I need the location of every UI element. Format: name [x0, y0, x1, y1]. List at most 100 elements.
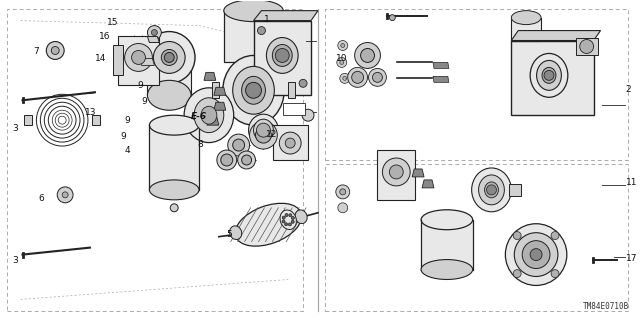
- Ellipse shape: [280, 210, 296, 229]
- Circle shape: [389, 15, 396, 20]
- Polygon shape: [378, 150, 415, 200]
- Circle shape: [132, 51, 145, 64]
- Polygon shape: [147, 36, 159, 43]
- Circle shape: [291, 217, 294, 220]
- Ellipse shape: [472, 168, 511, 212]
- Ellipse shape: [201, 106, 217, 124]
- Polygon shape: [433, 62, 449, 68]
- Ellipse shape: [230, 226, 242, 240]
- Circle shape: [352, 71, 364, 83]
- Text: 5: 5: [226, 230, 232, 239]
- Circle shape: [217, 150, 237, 170]
- Circle shape: [242, 155, 252, 165]
- Text: 3: 3: [12, 256, 18, 265]
- Circle shape: [250, 121, 277, 149]
- Circle shape: [580, 40, 594, 53]
- Ellipse shape: [184, 88, 234, 143]
- Circle shape: [355, 43, 380, 68]
- Bar: [6, 9, 303, 311]
- Circle shape: [522, 241, 550, 268]
- Ellipse shape: [536, 60, 561, 90]
- Circle shape: [282, 220, 285, 223]
- Ellipse shape: [223, 55, 284, 125]
- Ellipse shape: [273, 44, 292, 67]
- Ellipse shape: [233, 67, 275, 114]
- Ellipse shape: [506, 224, 567, 285]
- Circle shape: [340, 44, 345, 47]
- Polygon shape: [253, 20, 311, 95]
- Polygon shape: [204, 72, 216, 80]
- Text: 4: 4: [124, 146, 130, 155]
- Polygon shape: [412, 169, 424, 177]
- Circle shape: [275, 49, 289, 62]
- Ellipse shape: [149, 115, 199, 135]
- Circle shape: [228, 134, 250, 156]
- Bar: [325, 164, 628, 311]
- Circle shape: [257, 27, 266, 35]
- Circle shape: [233, 139, 244, 151]
- Text: 6: 6: [39, 194, 45, 203]
- Circle shape: [338, 41, 348, 51]
- Text: TM84E0710B: TM84E0710B: [582, 302, 629, 311]
- Ellipse shape: [421, 210, 473, 230]
- Polygon shape: [511, 31, 600, 41]
- Circle shape: [348, 68, 367, 87]
- Circle shape: [343, 76, 347, 80]
- Polygon shape: [224, 11, 284, 62]
- Ellipse shape: [421, 260, 473, 279]
- Circle shape: [257, 123, 270, 137]
- Circle shape: [289, 223, 291, 226]
- Circle shape: [530, 249, 542, 260]
- Circle shape: [369, 68, 387, 86]
- Circle shape: [285, 213, 288, 217]
- Circle shape: [551, 270, 559, 277]
- Circle shape: [336, 185, 349, 199]
- Circle shape: [125, 44, 152, 71]
- Text: 3: 3: [12, 124, 18, 132]
- Polygon shape: [214, 87, 226, 95]
- Ellipse shape: [511, 11, 541, 25]
- Circle shape: [246, 82, 262, 98]
- Circle shape: [237, 151, 255, 169]
- Ellipse shape: [154, 42, 185, 73]
- Ellipse shape: [484, 182, 499, 198]
- Ellipse shape: [235, 203, 301, 246]
- Polygon shape: [214, 102, 226, 110]
- Text: 9: 9: [124, 116, 130, 125]
- Text: 9: 9: [141, 97, 147, 106]
- Circle shape: [291, 220, 294, 223]
- Ellipse shape: [149, 180, 199, 200]
- Text: 15: 15: [108, 19, 119, 28]
- Circle shape: [285, 138, 295, 148]
- Circle shape: [544, 70, 554, 80]
- Text: 9: 9: [120, 132, 125, 140]
- Text: 13: 13: [85, 108, 97, 117]
- Polygon shape: [421, 220, 473, 269]
- Circle shape: [221, 154, 233, 166]
- Polygon shape: [24, 115, 33, 125]
- Polygon shape: [253, 11, 318, 20]
- Text: 17: 17: [626, 254, 637, 263]
- Circle shape: [372, 72, 383, 82]
- Ellipse shape: [147, 80, 191, 110]
- Ellipse shape: [295, 210, 307, 224]
- Circle shape: [340, 60, 344, 64]
- Circle shape: [513, 270, 521, 277]
- Circle shape: [46, 42, 64, 60]
- Ellipse shape: [253, 119, 273, 141]
- Polygon shape: [422, 180, 434, 188]
- Ellipse shape: [266, 37, 298, 73]
- Circle shape: [360, 49, 374, 62]
- Polygon shape: [92, 115, 100, 125]
- Circle shape: [340, 189, 346, 195]
- Circle shape: [279, 132, 301, 154]
- Circle shape: [383, 158, 410, 186]
- Ellipse shape: [143, 32, 195, 83]
- Polygon shape: [509, 184, 521, 196]
- Circle shape: [51, 46, 59, 54]
- Bar: [284, 103, 305, 115]
- Ellipse shape: [542, 68, 556, 83]
- Circle shape: [513, 232, 521, 240]
- Polygon shape: [511, 41, 594, 115]
- Polygon shape: [140, 59, 154, 65]
